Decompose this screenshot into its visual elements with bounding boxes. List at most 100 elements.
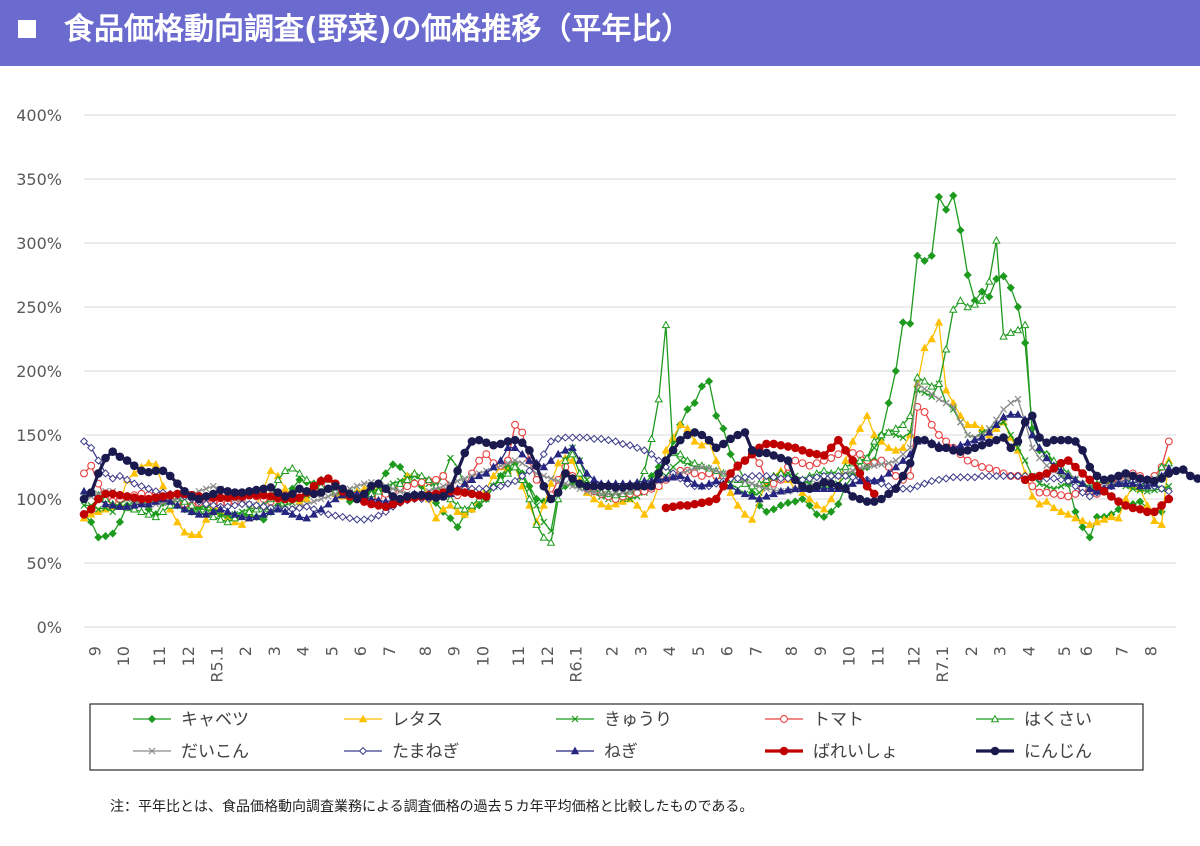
data-point: [482, 468, 491, 477]
data-point: [1142, 507, 1152, 517]
data-point: [475, 456, 484, 465]
data-point: [927, 334, 936, 343]
data-point: [503, 443, 513, 452]
data-point: [604, 436, 613, 445]
data-point: [654, 469, 664, 478]
data-point: [424, 475, 434, 484]
data-point: [941, 344, 951, 353]
data-point: [201, 509, 211, 518]
data-point: [755, 471, 764, 481]
x-tick-label: 11: [509, 646, 528, 666]
data-point: [561, 456, 570, 464]
data-point: [453, 500, 462, 509]
series-line: [84, 383, 1170, 532]
data-point: [834, 481, 843, 491]
data-point: [1114, 497, 1123, 506]
data-point: [726, 434, 735, 444]
data-point: [683, 474, 692, 482]
data-point: [165, 471, 175, 481]
data-point: [927, 420, 936, 429]
data-point: [948, 446, 958, 455]
data-point: [1028, 430, 1037, 439]
data-point: [280, 466, 290, 475]
x-tick-label: 8: [416, 646, 435, 656]
data-point: [202, 485, 210, 493]
data-point: [148, 747, 156, 755]
x-tick-label: 5: [689, 646, 708, 656]
data-point: [1013, 437, 1023, 446]
data-point: [697, 472, 706, 480]
x-tick-label: R5.1: [208, 646, 227, 683]
data-point: [173, 479, 182, 488]
data-point: [1150, 507, 1159, 517]
data-point: [712, 467, 720, 475]
data-point: [489, 462, 498, 471]
data-point: [661, 445, 671, 454]
data-point: [683, 405, 692, 414]
data-point: [596, 481, 606, 491]
data-point: [367, 481, 376, 491]
data-point: [389, 485, 397, 493]
data-point: [977, 287, 987, 296]
data-point: [704, 435, 714, 445]
data-point: [309, 481, 319, 491]
data-point: [1186, 471, 1195, 481]
data-point: [769, 439, 778, 449]
data-point: [1042, 474, 1051, 483]
data-point: [855, 469, 865, 478]
data-point: [144, 509, 153, 518]
data-point: [266, 483, 276, 492]
data-point: [109, 508, 117, 516]
data-point: [776, 440, 786, 450]
data-point: [884, 443, 893, 452]
data-point: [546, 538, 556, 546]
x-tick-label: 7: [746, 646, 765, 656]
legend-label: だいこん: [181, 742, 249, 762]
data-point: [826, 479, 836, 488]
data-point: [1064, 476, 1073, 486]
data-point: [826, 494, 836, 503]
data-point: [86, 504, 96, 514]
data-point: [561, 433, 570, 442]
data-point: [1021, 338, 1030, 347]
data-point: [992, 471, 1001, 481]
x-tick-label: 8: [782, 646, 801, 656]
data-point: [467, 489, 477, 499]
data-point: [605, 490, 612, 498]
data-point: [388, 460, 398, 469]
data-point: [963, 456, 972, 465]
data-point: [546, 456, 556, 464]
data-point: [568, 443, 577, 452]
data-point: [1178, 465, 1188, 474]
data-point: [1028, 411, 1037, 421]
data-point: [848, 479, 857, 487]
data-point: [108, 489, 118, 499]
data-point: [209, 512, 218, 521]
data-point: [309, 509, 319, 518]
data-point: [726, 450, 735, 459]
data-point: [719, 424, 728, 433]
data-point: [216, 515, 225, 523]
data-point: [561, 445, 570, 454]
data-point: [891, 424, 901, 432]
data-point: [963, 438, 972, 446]
data-point: [460, 504, 470, 513]
data-point: [489, 471, 498, 480]
data-point: [173, 489, 182, 499]
data-point: [697, 430, 707, 440]
data-point: [1049, 503, 1059, 512]
data-point: [504, 459, 512, 467]
data-point: [711, 476, 721, 485]
data-point: [625, 481, 635, 491]
data-point: [805, 474, 814, 483]
data-point: [108, 447, 118, 456]
data-point: [453, 466, 462, 476]
data-point: [323, 474, 333, 483]
data-point: [927, 476, 936, 486]
data-point: [223, 487, 232, 496]
data-point: [395, 479, 405, 487]
data-point: [367, 514, 376, 523]
data-point: [1078, 488, 1087, 497]
data-point: [280, 492, 290, 501]
data-point: [496, 439, 505, 449]
